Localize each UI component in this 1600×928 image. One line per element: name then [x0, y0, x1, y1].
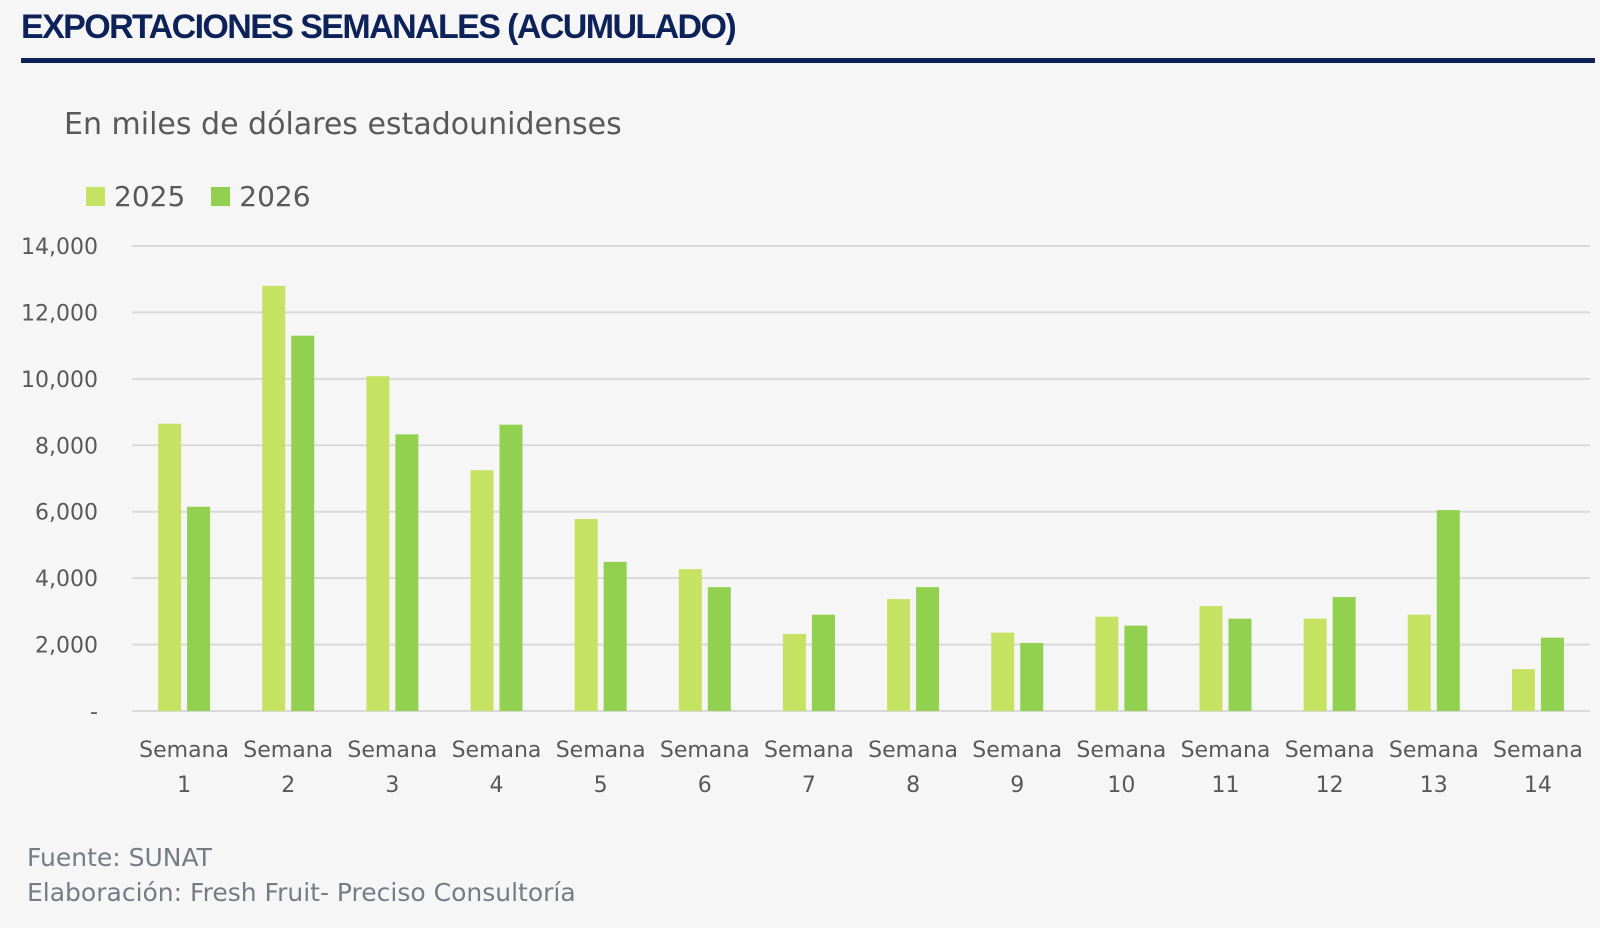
y-axis-ticks: - 2,000 4,000 6,000 8,000 10,000 12,000 14,000: [21, 235, 98, 725]
x-tick-label: Semana: [868, 738, 958, 763]
bar-2025: [1407, 614, 1431, 711]
x-tick-label: Semana: [1285, 738, 1375, 763]
x-tick-label: Semana: [243, 738, 333, 763]
bar-2026: [1436, 510, 1460, 711]
y-tick-label: 4,000: [35, 567, 98, 592]
source-note: Fuente: SUNAT: [27, 843, 212, 872]
bars: [158, 285, 1564, 711]
y-tick-label: 6,000: [35, 501, 98, 526]
bar-2026: [395, 434, 419, 711]
x-tick-label: 12: [1316, 773, 1344, 798]
legend-item-2025: 2025: [86, 180, 185, 213]
legend: 2025 2026: [86, 180, 337, 213]
bar-2025: [262, 285, 286, 711]
bar-2026: [1540, 637, 1564, 711]
bar-2025: [782, 633, 806, 711]
gridlines: [132, 245, 1590, 712]
x-axis-ticks: Semana 1 Semana 2 Semana 3 Semana 4 Semana 5 Seman…: [139, 738, 1583, 798]
x-tick-label: 3: [385, 773, 399, 798]
x-tick-label: 2: [281, 773, 295, 798]
bar-2026: [1020, 642, 1044, 711]
x-tick-label: Semana: [972, 738, 1062, 763]
bar-2026: [1228, 618, 1252, 711]
bar-2025: [1511, 669, 1535, 711]
bar-2026: [603, 561, 627, 711]
legend-item-2026: 2026: [211, 180, 311, 213]
x-tick-label: Semana: [1076, 738, 1166, 763]
y-tick-label: -: [90, 700, 98, 725]
bar-2026: [916, 587, 940, 711]
bar-2025: [991, 632, 1015, 711]
x-tick-label: 6: [698, 773, 712, 798]
y-tick-label: 8,000: [35, 434, 98, 459]
bar-2025: [678, 569, 702, 711]
page-title: EXPORTACIONES SEMANALES (ACUMULADO): [21, 8, 737, 46]
x-tick-label: 5: [594, 773, 608, 798]
bar-2026: [707, 587, 731, 711]
y-tick-label: 14,000: [21, 235, 98, 260]
x-tick-label: Semana: [452, 738, 542, 763]
chart-subtitle: En miles de dólares estadounidenses: [64, 107, 622, 142]
x-tick-label: Semana: [1389, 738, 1479, 763]
y-tick-label: 12,000: [21, 301, 98, 326]
legend-label-2026: 2026: [239, 180, 311, 213]
bar-2025: [887, 599, 911, 711]
bar-2025: [470, 470, 494, 711]
bar-2026: [499, 424, 523, 711]
x-tick-label: Semana: [1181, 738, 1271, 763]
x-tick-label: Semana: [1493, 738, 1583, 763]
title-underline: [21, 58, 1595, 63]
bar-2025: [158, 423, 182, 711]
bar-2026: [811, 614, 835, 711]
bar-2025: [1199, 606, 1223, 711]
bar-2025: [1095, 616, 1119, 711]
bar-2025: [1303, 618, 1327, 711]
x-tick-label: 1: [177, 773, 191, 798]
x-tick-label: 4: [490, 773, 504, 798]
x-tick-label: Semana: [347, 738, 437, 763]
y-tick-label: 2,000: [35, 634, 98, 659]
x-tick-label: 9: [1010, 773, 1024, 798]
x-tick-label: Semana: [660, 738, 750, 763]
bar-2026: [187, 506, 211, 711]
x-tick-label: Semana: [139, 738, 229, 763]
x-tick-label: Semana: [556, 738, 646, 763]
legend-swatch-2026: [211, 187, 231, 206]
x-tick-label: Semana: [764, 738, 854, 763]
legend-label-2025: 2025: [114, 180, 186, 213]
x-tick-label: 7: [802, 773, 816, 798]
credit-note: Elaboración: Fresh Fruit- Preciso Consul…: [27, 878, 576, 907]
x-tick-label: 13: [1420, 773, 1448, 798]
bar-chart: -2,0004,0006,0008,00010,00012,00014,000 …: [21, 235, 1590, 798]
x-tick-label: 8: [906, 773, 920, 798]
x-tick-label: 10: [1107, 773, 1135, 798]
bar-2026: [1332, 597, 1356, 711]
bar-2026: [291, 335, 315, 711]
x-tick-label: 11: [1212, 773, 1240, 798]
bar-2025: [574, 519, 598, 711]
y-tick-label: 10,000: [21, 368, 98, 393]
bar-2025: [366, 376, 390, 711]
legend-swatch-2025: [86, 187, 105, 206]
bar-2026: [1124, 625, 1148, 711]
x-tick-label: 14: [1524, 773, 1552, 798]
